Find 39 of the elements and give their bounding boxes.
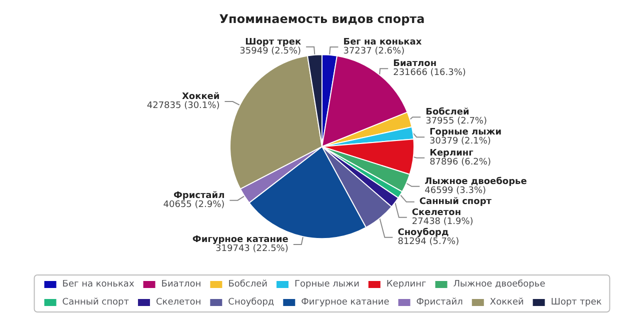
legend-label: Керлинг xyxy=(386,280,427,290)
legend-label: Биатлон xyxy=(161,280,202,290)
data-label: 30379 (2.1%) xyxy=(430,136,491,147)
legend-label: Бег на коньках xyxy=(62,280,135,290)
data-label: 427835 (30.1%) xyxy=(146,101,220,112)
legend-label: Бобслей xyxy=(228,280,268,290)
data-label: 40655 (2.9%) xyxy=(163,200,225,210)
legend-label: Сноуборд xyxy=(228,298,274,308)
slice-label: Керлинг xyxy=(430,148,474,158)
slice-label: Хоккей xyxy=(182,92,220,102)
slice-label: Биатлон xyxy=(393,59,437,70)
slice-label: Фигурное катание xyxy=(192,234,288,245)
data-label: 87896 (6.2%) xyxy=(430,157,491,168)
slice-label: Горные лыжи xyxy=(430,128,502,138)
slice-label: Шорт трек xyxy=(245,37,302,48)
legend-label: Лыжное двоеборье xyxy=(453,280,546,290)
slice-label: Лыжное двоеборье xyxy=(424,176,527,187)
legend-label: Скелетон xyxy=(156,298,202,308)
legend-label: Санный спорт xyxy=(62,298,129,308)
data-label: 319743 (22.5%) xyxy=(216,244,288,254)
data-label: 37955 (2.7%) xyxy=(426,116,487,127)
legend-label: Хоккей xyxy=(490,298,524,308)
chart-title: Упоминаемость видов спорта xyxy=(219,12,425,26)
slice-label: Сноуборд xyxy=(398,226,449,238)
slice-label: Бег на коньках xyxy=(343,37,422,48)
slice-label: Санный спорт xyxy=(419,196,492,207)
data-label: 35949 (2.5%) xyxy=(240,46,302,56)
data-label: 46599 (3.3%) xyxy=(424,186,486,196)
legend-label: Горные лыжи xyxy=(294,280,360,290)
legend-label: Фристайл xyxy=(416,298,463,308)
slice-label: Бобслей xyxy=(426,106,470,118)
slice-label: Фристайл xyxy=(173,190,225,201)
data-label: 27438 (1.9%) xyxy=(412,216,474,227)
data-label: 81294 (5.7%) xyxy=(398,236,460,247)
data-label: 37237 (2.6%) xyxy=(343,46,405,56)
data-label: 231666 (16.3%) xyxy=(393,68,466,78)
legend-label: Фигурное катание xyxy=(301,298,390,308)
slice-label: Скелетон xyxy=(412,208,462,218)
legend-label: Шорт трек xyxy=(550,298,602,308)
